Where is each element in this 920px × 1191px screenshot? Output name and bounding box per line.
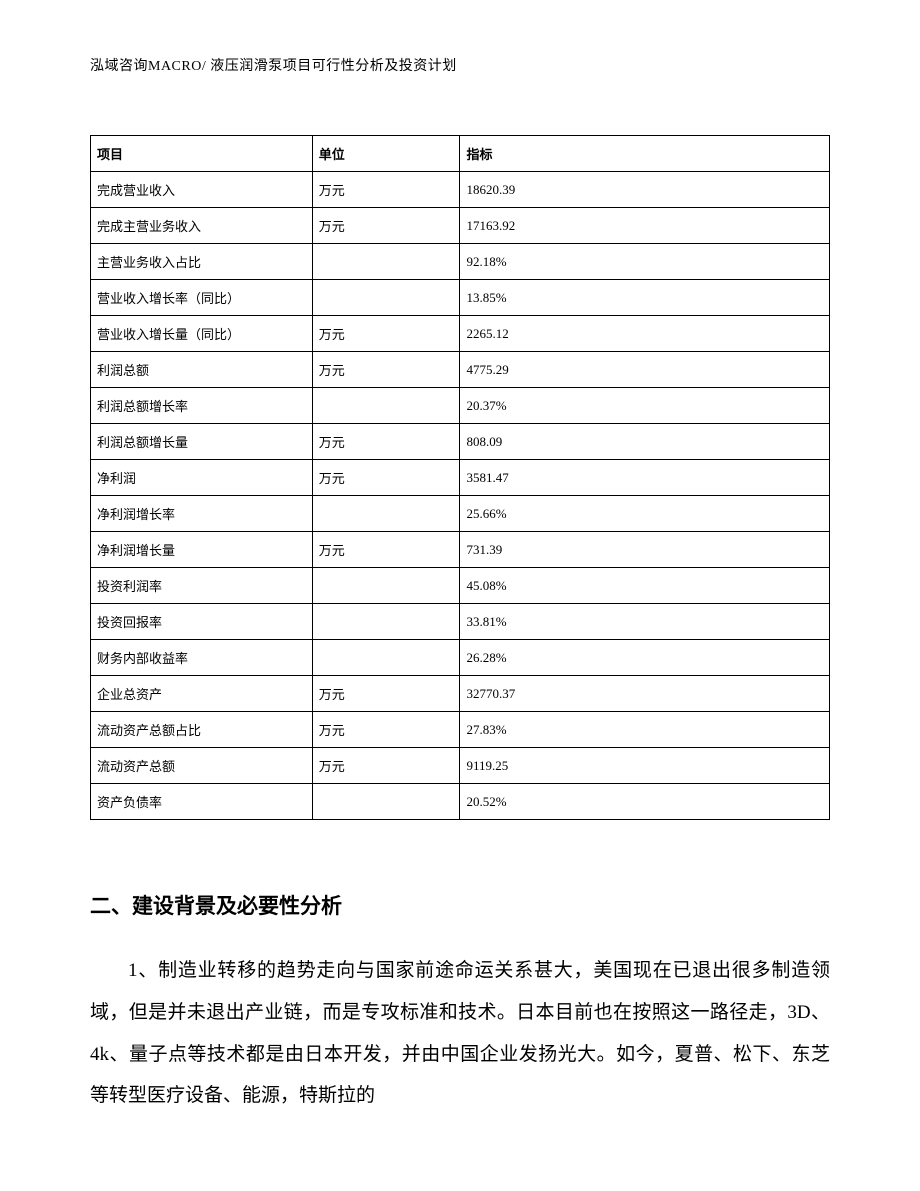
cell-unit: 万元	[312, 316, 460, 352]
section-heading: 二、建设背景及必要性分析	[90, 890, 830, 920]
cell-item: 营业收入增长量（同比）	[91, 316, 313, 352]
table-body: 完成营业收入万元18620.39 完成主营业务收入万元17163.92 主营业务…	[91, 172, 830, 820]
cell-value: 2265.12	[460, 316, 830, 352]
cell-item: 利润总额	[91, 352, 313, 388]
cell-item: 完成主营业务收入	[91, 208, 313, 244]
cell-value: 25.66%	[460, 496, 830, 532]
cell-unit	[312, 640, 460, 676]
table-row: 利润总额增长率 20.37%	[91, 388, 830, 424]
cell-value: 92.18%	[460, 244, 830, 280]
document-page: 泓域咨询MACRO/ 液压润滑泵项目可行性分析及投资计划 项目 单位 指标 完成…	[0, 0, 920, 1191]
cell-unit	[312, 604, 460, 640]
table-row: 投资利润率 45.08%	[91, 568, 830, 604]
table-row: 净利润万元3581.47	[91, 460, 830, 496]
table-row: 营业收入增长量（同比）万元2265.12	[91, 316, 830, 352]
table-row: 利润总额增长量万元808.09	[91, 424, 830, 460]
cell-value: 32770.37	[460, 676, 830, 712]
table-row: 资产负债率 20.52%	[91, 784, 830, 820]
page-header: 泓域咨询MACRO/ 液压润滑泵项目可行性分析及投资计划	[90, 55, 830, 75]
cell-item: 完成营业收入	[91, 172, 313, 208]
cell-item: 投资回报率	[91, 604, 313, 640]
cell-item: 净利润	[91, 460, 313, 496]
cell-item: 资产负债率	[91, 784, 313, 820]
table-header-row: 项目 单位 指标	[91, 136, 830, 172]
cell-item: 主营业务收入占比	[91, 244, 313, 280]
cell-item: 利润总额增长率	[91, 388, 313, 424]
table-row: 主营业务收入占比 92.18%	[91, 244, 830, 280]
cell-unit	[312, 784, 460, 820]
cell-value: 17163.92	[460, 208, 830, 244]
cell-item: 财务内部收益率	[91, 640, 313, 676]
cell-value: 4775.29	[460, 352, 830, 388]
cell-value: 20.37%	[460, 388, 830, 424]
cell-value: 9119.25	[460, 748, 830, 784]
cell-item: 投资利润率	[91, 568, 313, 604]
cell-unit: 万元	[312, 676, 460, 712]
cell-item: 流动资产总额	[91, 748, 313, 784]
cell-item: 企业总资产	[91, 676, 313, 712]
cell-unit	[312, 244, 460, 280]
cell-item: 利润总额增长量	[91, 424, 313, 460]
cell-unit: 万元	[312, 424, 460, 460]
col-header-value: 指标	[460, 136, 830, 172]
table-row: 投资回报率 33.81%	[91, 604, 830, 640]
cell-value: 26.28%	[460, 640, 830, 676]
cell-unit: 万元	[312, 748, 460, 784]
cell-unit: 万元	[312, 532, 460, 568]
cell-value: 808.09	[460, 424, 830, 460]
cell-value: 731.39	[460, 532, 830, 568]
cell-value: 45.08%	[460, 568, 830, 604]
cell-unit	[312, 388, 460, 424]
col-header-unit: 单位	[312, 136, 460, 172]
cell-value: 33.81%	[460, 604, 830, 640]
cell-value: 13.85%	[460, 280, 830, 316]
cell-item: 净利润增长率	[91, 496, 313, 532]
table-row: 流动资产总额占比万元27.83%	[91, 712, 830, 748]
cell-unit	[312, 496, 460, 532]
cell-unit: 万元	[312, 172, 460, 208]
financial-table: 项目 单位 指标 完成营业收入万元18620.39 完成主营业务收入万元1716…	[90, 135, 830, 820]
cell-value: 20.52%	[460, 784, 830, 820]
table-row: 完成营业收入万元18620.39	[91, 172, 830, 208]
body-paragraph: 1、制造业转移的趋势走向与国家前途命运关系甚大，美国现在已退出很多制造领域，但是…	[90, 950, 830, 1117]
cell-value: 27.83%	[460, 712, 830, 748]
table-row: 净利润增长量万元731.39	[91, 532, 830, 568]
cell-item: 营业收入增长率（同比）	[91, 280, 313, 316]
cell-unit: 万元	[312, 208, 460, 244]
cell-unit	[312, 280, 460, 316]
cell-unit	[312, 568, 460, 604]
cell-value: 3581.47	[460, 460, 830, 496]
cell-unit: 万元	[312, 352, 460, 388]
cell-unit: 万元	[312, 712, 460, 748]
table-row: 完成主营业务收入万元17163.92	[91, 208, 830, 244]
table-row: 营业收入增长率（同比） 13.85%	[91, 280, 830, 316]
cell-unit: 万元	[312, 460, 460, 496]
table-row: 利润总额万元4775.29	[91, 352, 830, 388]
table-row: 净利润增长率 25.66%	[91, 496, 830, 532]
table-row: 企业总资产万元32770.37	[91, 676, 830, 712]
table-row: 流动资产总额万元9119.25	[91, 748, 830, 784]
table-row: 财务内部收益率 26.28%	[91, 640, 830, 676]
cell-item: 流动资产总额占比	[91, 712, 313, 748]
cell-item: 净利润增长量	[91, 532, 313, 568]
cell-value: 18620.39	[460, 172, 830, 208]
col-header-item: 项目	[91, 136, 313, 172]
